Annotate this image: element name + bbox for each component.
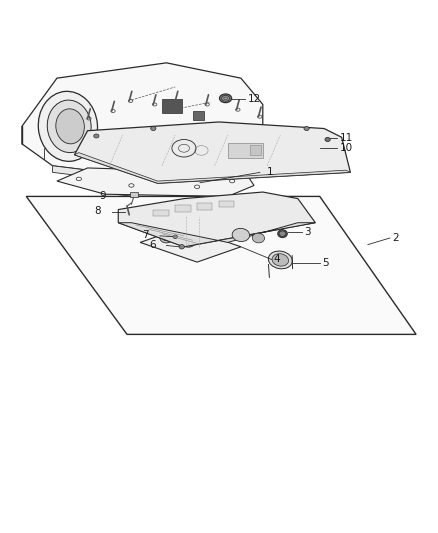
Text: 4: 4	[274, 254, 280, 264]
Ellipse shape	[56, 109, 85, 144]
Ellipse shape	[224, 97, 227, 100]
Ellipse shape	[219, 94, 232, 103]
Polygon shape	[26, 197, 416, 334]
Text: 10: 10	[339, 143, 353, 154]
Bar	[197, 203, 212, 209]
Polygon shape	[22, 63, 263, 181]
Polygon shape	[53, 166, 123, 181]
Ellipse shape	[232, 228, 250, 241]
Polygon shape	[74, 152, 350, 183]
Ellipse shape	[179, 245, 184, 249]
Polygon shape	[140, 227, 241, 262]
Text: 2: 2	[392, 233, 399, 243]
Ellipse shape	[138, 140, 142, 143]
Ellipse shape	[138, 134, 142, 136]
Ellipse shape	[184, 239, 192, 245]
Bar	[175, 205, 191, 212]
Text: 6: 6	[149, 240, 155, 250]
Ellipse shape	[165, 138, 168, 141]
Text: 9: 9	[100, 191, 106, 201]
Text: 11: 11	[339, 133, 353, 143]
Ellipse shape	[182, 238, 195, 247]
Bar	[162, 99, 182, 113]
Ellipse shape	[162, 235, 170, 241]
Ellipse shape	[160, 233, 173, 243]
Ellipse shape	[151, 126, 156, 131]
Text: 3: 3	[304, 228, 311, 237]
Ellipse shape	[222, 95, 230, 101]
Bar	[153, 209, 169, 216]
Text: 7: 7	[142, 230, 149, 240]
Bar	[228, 142, 263, 158]
Text: 12: 12	[247, 94, 261, 104]
Ellipse shape	[304, 126, 309, 131]
Polygon shape	[118, 223, 315, 247]
Text: 8: 8	[94, 206, 101, 216]
Ellipse shape	[272, 254, 289, 266]
Ellipse shape	[152, 136, 155, 139]
Ellipse shape	[38, 91, 98, 161]
Polygon shape	[74, 122, 350, 183]
Ellipse shape	[47, 100, 91, 152]
Ellipse shape	[268, 251, 292, 269]
Ellipse shape	[94, 134, 99, 138]
Ellipse shape	[278, 230, 287, 238]
Text: 1: 1	[267, 167, 274, 177]
Polygon shape	[57, 168, 254, 197]
Ellipse shape	[279, 231, 286, 236]
Polygon shape	[118, 192, 315, 247]
Bar	[250, 145, 261, 155]
Bar	[219, 201, 234, 207]
Ellipse shape	[252, 233, 265, 243]
Ellipse shape	[173, 235, 177, 238]
Ellipse shape	[325, 138, 330, 141]
Bar	[130, 192, 138, 197]
Text: 5: 5	[322, 258, 328, 268]
Bar	[193, 111, 204, 120]
